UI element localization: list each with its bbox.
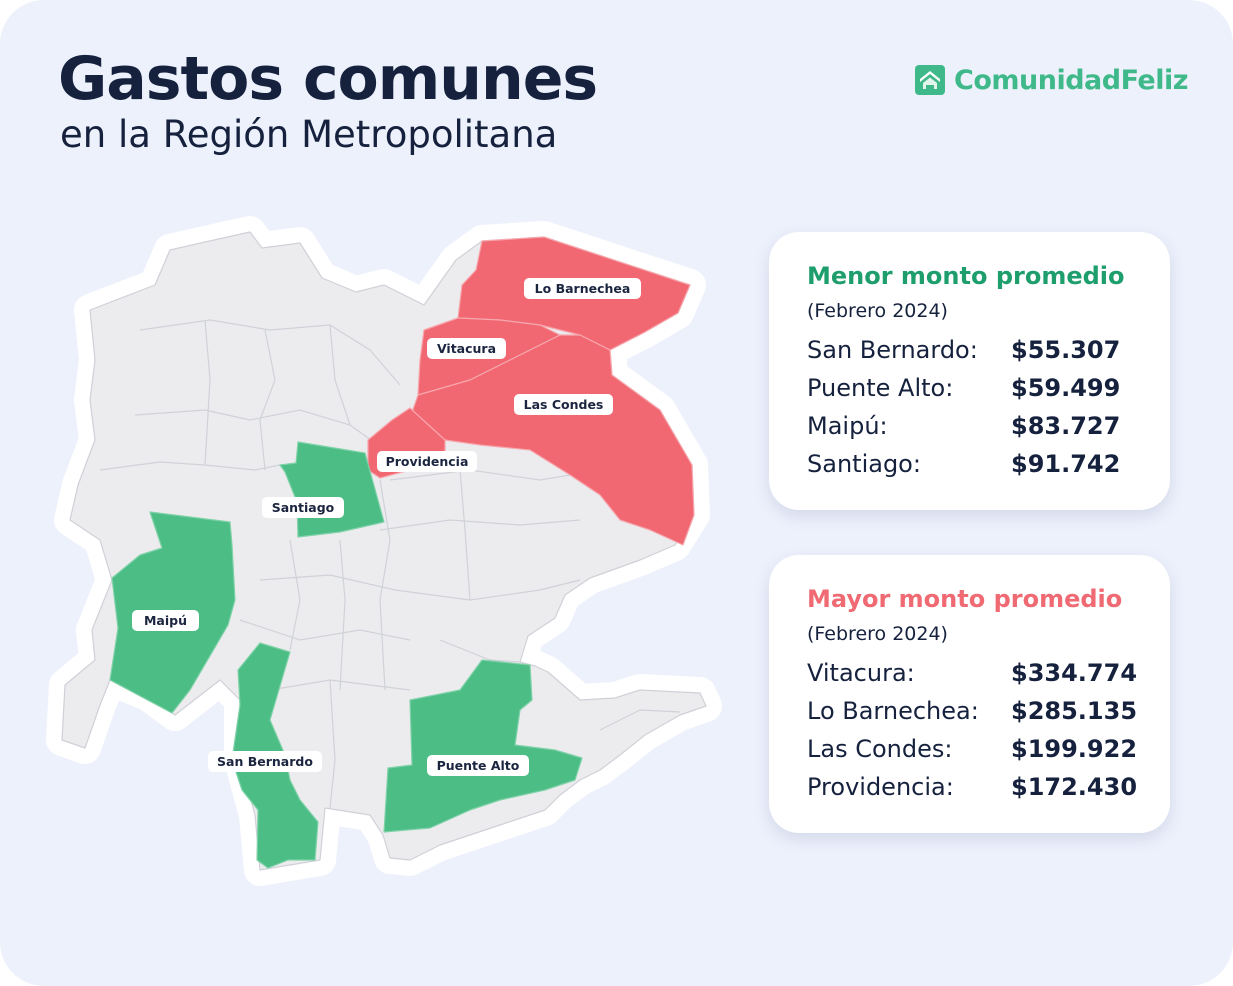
high-row-2-name: Lo Barnechea: (807, 697, 979, 725)
high-row-4: Providencia: $172.430 (807, 773, 1167, 807)
label-providencia: Providencia (377, 451, 477, 472)
label-puente-alto-text: Puente Alto (437, 758, 520, 773)
label-lo-barnechea: Lo Barnechea (524, 278, 641, 299)
high-cost-title: Mayor monto promedio (807, 585, 1123, 613)
commune-puente-alto[interactable] (383, 659, 583, 833)
map-labels: Lo Barnechea Vitacura Las Condes Provide… (132, 278, 641, 776)
low-row-2: Puente Alto: $59.499 (807, 374, 1167, 408)
label-san-bernardo-text: San Bernardo (217, 754, 313, 769)
region-map: Lo Barnechea Vitacura Las Condes Provide… (46, 216, 722, 886)
commune-las-condes[interactable] (409, 334, 695, 546)
low-row-1: San Bernardo: $55.307 (807, 336, 1167, 370)
page-subtitle: en la Región Metropolitana (60, 113, 558, 156)
commune-borders (99, 319, 681, 809)
high-cost-period: (Febrero 2024) (807, 623, 948, 645)
low-row-2-name: Puente Alto: (807, 374, 954, 402)
low-row-1-name: San Bernardo: (807, 336, 978, 364)
label-vitacura: Vitacura (427, 338, 506, 359)
high-row-4-name: Providencia: (807, 773, 954, 801)
label-maipu: Maipú (132, 610, 199, 631)
low-row-3: Maipú: $83.727 (807, 412, 1167, 446)
page-title: Gastos comunes (58, 44, 598, 114)
high-row-2: Lo Barnechea: $285.135 (807, 697, 1167, 731)
low-row-2-value: $59.499 (1011, 374, 1121, 402)
label-maipu-text: Maipú (144, 613, 187, 628)
house-logo-icon (915, 65, 945, 95)
brand-name: ComunidadFeliz (954, 64, 1188, 96)
high-row-4-value: $172.430 (1011, 773, 1138, 801)
label-vitacura-text: Vitacura (437, 341, 496, 356)
high-cost-panel: Mayor monto promedio (Febrero 2024) Vita… (769, 555, 1170, 833)
label-santiago-text: Santiago (272, 500, 335, 515)
low-row-4: Santiago: $91.742 (807, 450, 1167, 484)
label-santiago: Santiago (262, 497, 344, 518)
low-cost-title: Menor monto promedio (807, 262, 1125, 290)
label-las-condes: Las Condes (514, 394, 613, 415)
label-puente-alto: Puente Alto (427, 755, 529, 776)
high-row-1-name: Vitacura: (807, 659, 915, 687)
high-row-3: Las Condes: $199.922 (807, 735, 1167, 769)
high-row-3-value: $199.922 (1011, 735, 1138, 763)
label-las-condes-text: Las Condes (524, 397, 604, 412)
label-lo-barnechea-text: Lo Barnechea (535, 281, 631, 296)
high-row-1-value: $334.774 (1011, 659, 1138, 687)
low-row-3-name: Maipú: (807, 412, 888, 440)
high-row-3-name: Las Condes: (807, 735, 953, 763)
low-row-3-value: $83.727 (1011, 412, 1121, 440)
low-row-4-value: $91.742 (1011, 450, 1121, 478)
low-cost-period: (Febrero 2024) (807, 300, 948, 322)
high-row-1: Vitacura: $334.774 (807, 659, 1167, 693)
low-row-4-name: Santiago: (807, 450, 921, 478)
brand-logo: ComunidadFeliz (914, 64, 1188, 96)
label-providencia-text: Providencia (386, 454, 469, 469)
low-row-1-value: $55.307 (1011, 336, 1121, 364)
high-row-2-value: $285.135 (1011, 697, 1138, 725)
label-san-bernardo: San Bernardo (208, 751, 322, 772)
low-cost-panel: Menor monto promedio (Febrero 2024) San … (769, 232, 1170, 510)
